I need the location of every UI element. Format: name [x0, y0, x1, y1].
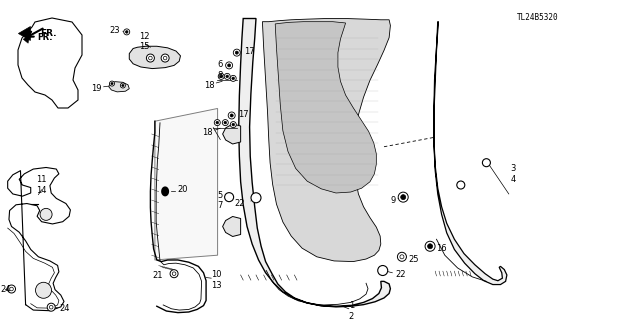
Text: 16: 16 [436, 244, 447, 253]
Polygon shape [23, 34, 30, 43]
Circle shape [163, 56, 167, 60]
Text: 18: 18 [204, 81, 214, 90]
Circle shape [8, 285, 15, 293]
Circle shape [161, 54, 169, 62]
Circle shape [457, 181, 465, 189]
Text: 24: 24 [60, 304, 70, 313]
Circle shape [220, 75, 223, 78]
Text: TL24B5320: TL24B5320 [516, 13, 559, 22]
Circle shape [111, 82, 113, 85]
Circle shape [172, 272, 176, 276]
Circle shape [251, 193, 261, 203]
Circle shape [226, 75, 228, 78]
Circle shape [224, 73, 230, 79]
Circle shape [401, 195, 406, 200]
Circle shape [226, 62, 232, 69]
Polygon shape [161, 186, 169, 197]
Circle shape [147, 54, 154, 62]
Text: 18: 18 [202, 128, 212, 137]
Text: FR.: FR. [40, 29, 57, 38]
Circle shape [400, 255, 404, 259]
Polygon shape [434, 22, 507, 285]
Polygon shape [129, 46, 180, 69]
Text: 6
8: 6 8 [218, 61, 223, 80]
Text: FR.: FR. [37, 33, 52, 42]
Text: 25: 25 [408, 255, 419, 263]
Text: 20: 20 [177, 185, 188, 194]
Circle shape [216, 121, 219, 124]
Circle shape [10, 287, 13, 291]
Text: 17: 17 [238, 110, 249, 119]
Polygon shape [262, 19, 390, 262]
Text: 24: 24 [0, 285, 10, 293]
Text: 21: 21 [153, 271, 163, 280]
Circle shape [47, 303, 55, 311]
Text: 22: 22 [234, 199, 244, 208]
Polygon shape [223, 217, 241, 236]
Circle shape [49, 305, 53, 309]
Circle shape [232, 123, 235, 126]
Text: 10
13: 10 13 [211, 271, 222, 290]
Circle shape [234, 49, 240, 56]
Polygon shape [239, 19, 390, 307]
Text: 1
2: 1 2 [349, 301, 354, 319]
Polygon shape [109, 82, 129, 92]
Circle shape [222, 120, 228, 126]
Text: 17: 17 [244, 47, 255, 56]
Circle shape [230, 75, 236, 81]
Text: 9: 9 [390, 196, 396, 205]
Circle shape [225, 193, 234, 202]
Text: 11
14: 11 14 [36, 175, 47, 195]
Circle shape [230, 122, 236, 128]
Circle shape [36, 282, 52, 298]
Circle shape [148, 56, 152, 60]
Circle shape [425, 241, 435, 251]
Circle shape [228, 112, 235, 119]
Circle shape [398, 192, 408, 202]
Circle shape [224, 121, 227, 124]
Text: 23: 23 [109, 26, 120, 35]
Polygon shape [223, 124, 241, 144]
Text: 3
4: 3 4 [511, 164, 516, 183]
Text: 5
7: 5 7 [218, 191, 223, 210]
Circle shape [483, 159, 490, 167]
Polygon shape [19, 26, 31, 41]
Polygon shape [275, 22, 376, 193]
Circle shape [232, 77, 234, 80]
Circle shape [397, 252, 406, 261]
Text: 22: 22 [396, 271, 406, 279]
Text: 19: 19 [91, 84, 101, 93]
Circle shape [378, 265, 388, 276]
Circle shape [109, 81, 115, 86]
Circle shape [122, 84, 124, 87]
Circle shape [120, 83, 125, 88]
Circle shape [170, 270, 178, 278]
Circle shape [214, 120, 220, 126]
Circle shape [230, 114, 233, 117]
Text: 12
15: 12 15 [139, 32, 149, 51]
Circle shape [228, 64, 230, 67]
Polygon shape [155, 108, 218, 260]
Circle shape [218, 73, 224, 79]
Circle shape [125, 31, 128, 33]
Circle shape [40, 208, 52, 220]
Circle shape [236, 51, 238, 54]
Circle shape [428, 244, 433, 249]
Circle shape [124, 29, 130, 35]
